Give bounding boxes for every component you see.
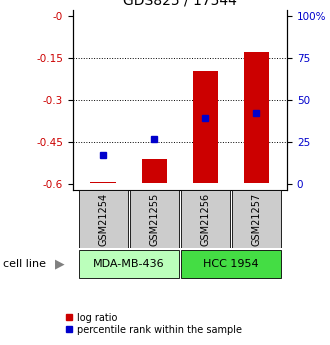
- Text: GSM21254: GSM21254: [98, 193, 108, 246]
- Text: ▶: ▶: [54, 257, 64, 270]
- Bar: [232, 190, 281, 248]
- Title: GDS825 / 17544: GDS825 / 17544: [123, 0, 237, 8]
- Bar: [130, 190, 179, 248]
- Bar: [79, 250, 179, 278]
- Text: GSM21257: GSM21257: [251, 193, 261, 246]
- Bar: [79, 190, 128, 248]
- Bar: [90, 182, 116, 183]
- Bar: [181, 250, 281, 278]
- Bar: [142, 159, 167, 183]
- Bar: [244, 52, 269, 183]
- Text: cell line: cell line: [3, 259, 46, 269]
- Text: HCC 1954: HCC 1954: [203, 259, 259, 269]
- Text: GSM21256: GSM21256: [200, 193, 211, 246]
- Bar: [181, 190, 230, 248]
- Bar: [193, 71, 218, 183]
- Text: GSM21255: GSM21255: [149, 193, 159, 246]
- Legend: log ratio, percentile rank within the sample: log ratio, percentile rank within the sa…: [61, 309, 246, 338]
- Text: MDA-MB-436: MDA-MB-436: [93, 259, 165, 269]
